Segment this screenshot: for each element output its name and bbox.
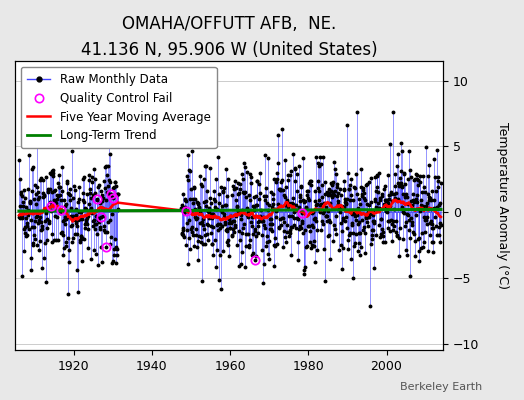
Legend: Raw Monthly Data, Quality Control Fail, Five Year Moving Average, Long-Term Tren: Raw Monthly Data, Quality Control Fail, …: [21, 67, 216, 148]
Y-axis label: Temperature Anomaly (°C): Temperature Anomaly (°C): [496, 122, 509, 289]
Title: OMAHA/OFFUTT AFB,  NE.
41.136 N, 95.906 W (United States): OMAHA/OFFUTT AFB, NE. 41.136 N, 95.906 W…: [81, 15, 377, 59]
Text: Berkeley Earth: Berkeley Earth: [400, 382, 482, 392]
